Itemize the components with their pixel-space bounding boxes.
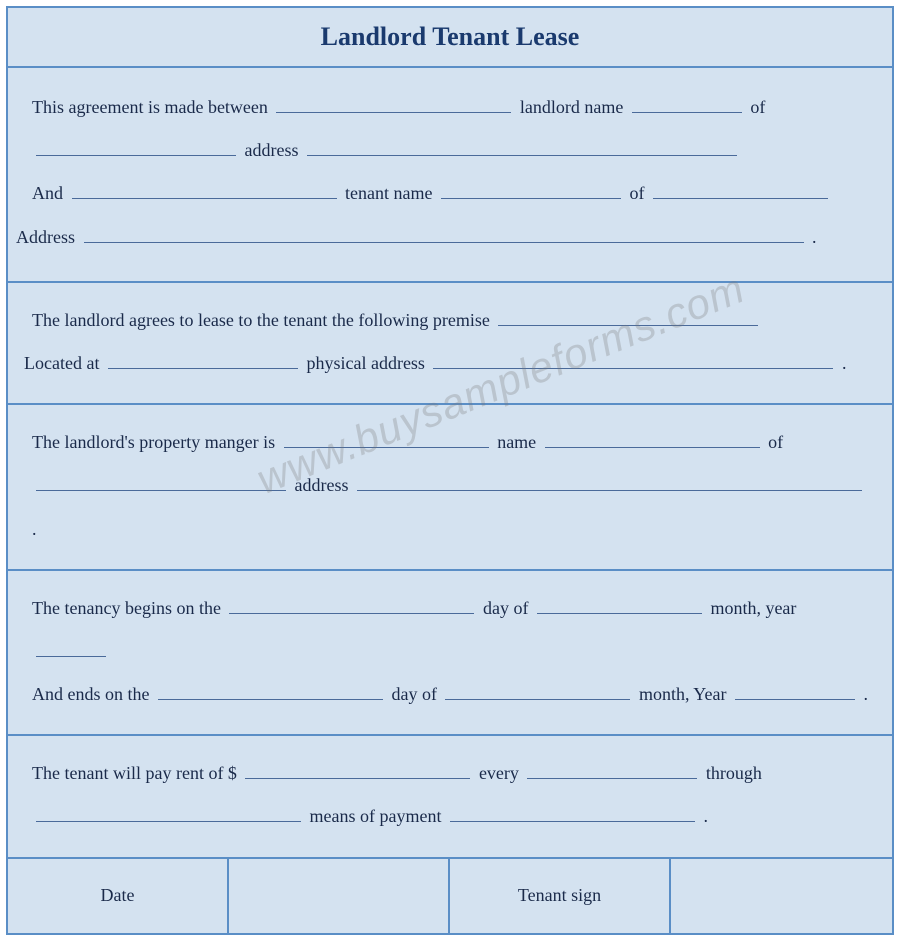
blank-manager-name[interactable] xyxy=(545,447,760,448)
line-dates-1: The tenancy begins on the day of month, … xyxy=(32,587,868,673)
footer-date-value-cell[interactable] xyxy=(229,859,450,933)
text: . xyxy=(703,806,708,826)
blank-address-1[interactable] xyxy=(307,155,737,156)
line-premise-2: Located at physical address . xyxy=(20,342,868,385)
blank-manager-of[interactable] xyxy=(36,490,286,491)
text: Address xyxy=(16,227,75,247)
blank-rent-period[interactable] xyxy=(527,778,697,779)
blank-tenant[interactable] xyxy=(72,198,337,199)
form-title: Landlord Tenant Lease xyxy=(321,22,580,51)
blank-tenant-name[interactable] xyxy=(441,198,621,199)
text: name xyxy=(497,432,536,452)
line-manager-2: address . xyxy=(32,464,868,550)
section-manager: The landlord's property manger is name o… xyxy=(8,405,892,571)
blank-landlord[interactable] xyxy=(276,112,511,113)
line-rent-1: The tenant will pay rent of $ every thro… xyxy=(32,752,868,795)
blank-through[interactable] xyxy=(36,821,301,822)
text: The landlord's property manger is xyxy=(32,432,275,452)
blank-premise[interactable] xyxy=(498,325,758,326)
footer-sign-label-cell: Tenant sign xyxy=(450,859,671,933)
text: every xyxy=(479,763,519,783)
text: . xyxy=(32,519,37,539)
text: This agreement is made between xyxy=(32,97,268,117)
text: month, Year xyxy=(639,684,727,704)
text: of xyxy=(768,432,783,452)
blank-end-month[interactable] xyxy=(445,699,630,700)
text: The landlord agrees to lease to the tena… xyxy=(32,310,490,330)
text: Located at xyxy=(24,353,99,373)
text: means of payment xyxy=(310,806,442,826)
blank-landlord-name[interactable] xyxy=(632,112,742,113)
text: tenant name xyxy=(345,183,432,203)
line-dates-2: And ends on the day of month, Year . xyxy=(32,673,868,716)
blank-address-2[interactable] xyxy=(84,242,804,243)
line-premise-1: The landlord agrees to lease to the tena… xyxy=(32,299,868,342)
section-premise: The landlord agrees to lease to the tena… xyxy=(8,283,892,405)
blank-manager-address[interactable] xyxy=(357,490,862,491)
text: And xyxy=(32,183,63,203)
line-rent-2: means of payment . xyxy=(32,795,868,838)
text: The tenant will pay rent of $ xyxy=(32,763,237,783)
text: of xyxy=(750,97,765,117)
text: address xyxy=(245,140,299,160)
blank-begin-day[interactable] xyxy=(229,613,474,614)
line-manager-1: The landlord's property manger is name o… xyxy=(32,421,868,464)
text: The tenancy begins on the xyxy=(32,598,221,618)
blank-begin-year[interactable] xyxy=(36,656,106,657)
line-parties-4: Address . xyxy=(12,216,868,259)
text: And ends on the xyxy=(32,684,149,704)
line-parties-1: This agreement is made between landlord … xyxy=(32,86,868,129)
text: physical address xyxy=(306,353,424,373)
text: . xyxy=(842,353,847,373)
footer-date-label-cell: Date xyxy=(8,859,229,933)
blank-end-day[interactable] xyxy=(158,699,383,700)
tenant-sign-label: Tenant sign xyxy=(518,885,601,906)
text: . xyxy=(863,684,868,704)
blank-physical-address[interactable] xyxy=(433,368,833,369)
lease-form: Landlord Tenant Lease This agreement is … xyxy=(6,6,894,935)
text: landlord name xyxy=(520,97,623,117)
section-rent: The tenant will pay rent of $ every thro… xyxy=(8,736,892,858)
text: through xyxy=(706,763,762,783)
text: address xyxy=(295,475,349,495)
text: day of xyxy=(391,684,436,704)
text: month, year xyxy=(710,598,796,618)
footer-row: Date Tenant sign xyxy=(8,859,892,933)
blank-manager[interactable] xyxy=(284,447,489,448)
blank-payment-means[interactable] xyxy=(450,821,695,822)
text: . xyxy=(812,227,817,247)
line-parties-3: And tenant name of xyxy=(20,172,868,215)
text: day of xyxy=(483,598,528,618)
form-title-cell: Landlord Tenant Lease xyxy=(8,8,892,68)
text: of xyxy=(629,183,644,203)
section-dates: The tenancy begins on the day of month, … xyxy=(8,571,892,737)
blank-of-2[interactable] xyxy=(653,198,828,199)
blank-of-1[interactable] xyxy=(36,155,236,156)
line-parties-2: address xyxy=(32,129,868,172)
blank-located-at[interactable] xyxy=(108,368,298,369)
blank-rent-amount[interactable] xyxy=(245,778,470,779)
section-parties: This agreement is made between landlord … xyxy=(8,68,892,283)
blank-begin-month[interactable] xyxy=(537,613,702,614)
blank-end-year[interactable] xyxy=(735,699,855,700)
footer-sign-value-cell[interactable] xyxy=(671,859,892,933)
date-label: Date xyxy=(101,885,135,906)
